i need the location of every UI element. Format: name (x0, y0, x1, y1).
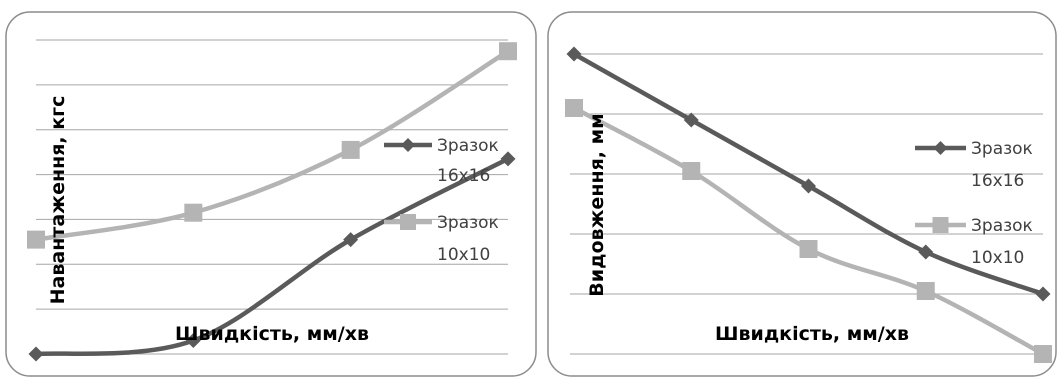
data-point-diamond (343, 232, 359, 248)
legend-label-line: Зразок (971, 216, 1033, 236)
data-point-diamond (918, 244, 934, 260)
legend-marker-square (400, 214, 416, 230)
legend-label-line: 16х16 (437, 166, 490, 186)
data-point-square (499, 42, 517, 61)
data-point-diamond (500, 151, 516, 167)
data-point-diamond (566, 46, 582, 62)
x-axis-label: Швидкість, мм/хв (175, 323, 369, 345)
series-group (565, 46, 1052, 363)
legend-label-line: Зразок (437, 213, 499, 233)
legend-label-line: 16х16 (971, 171, 1024, 191)
data-point-diamond (683, 112, 699, 128)
legend-label: Зразок 16х16 (437, 136, 499, 186)
legend-label-line: Зразок (437, 136, 499, 156)
legend: Зразок 16х16 Зразок 10х10 (384, 136, 499, 265)
gridlines (36, 39, 508, 355)
y-axis-label: Навантаження, кгс (47, 96, 69, 305)
legend-marker-diamond (933, 141, 948, 155)
data-point-square (916, 282, 935, 300)
data-point-diamond (185, 333, 201, 349)
legend-marker-diamond (401, 138, 415, 152)
chart-frame (547, 11, 1057, 377)
data-point-square (27, 230, 45, 249)
legend-label-line: Зразок (971, 139, 1033, 159)
series-line (35, 156, 510, 357)
data-point-square (682, 162, 701, 180)
series-group (27, 42, 517, 362)
data-point-diamond (28, 346, 44, 362)
x-axis-label: Швидкість, мм/хв (715, 323, 909, 345)
y-axis-label: Видовження, мм (586, 113, 608, 296)
data-point-square (799, 240, 818, 258)
data-point-square (1034, 345, 1052, 363)
data-point-square (565, 99, 583, 117)
data-point-diamond (1035, 286, 1051, 302)
chart-elongation-vs-speed: Зразок 16х16 Зразок 10х10 Швидкість, мм/хв В… (547, 11, 1057, 377)
gridlines (570, 53, 1043, 355)
data-point-square (184, 203, 203, 222)
legend-label-line: 10х10 (971, 248, 1024, 268)
legend-label: Зразок 16х16 (971, 139, 1033, 191)
legend-marker-square (932, 217, 949, 233)
series-line (35, 49, 510, 242)
chart-load-vs-speed: Зразок 16х16 Зразок 10х10 Швидкість, мм/хв Н… (5, 11, 537, 377)
data-point-square (341, 140, 360, 159)
legend: Зразок 16х16 Зразок 10х10 (915, 139, 1033, 268)
chart-frame (5, 11, 537, 377)
legend-label: Зразок 10х10 (437, 213, 499, 265)
legend-label-line: 10х10 (437, 245, 490, 265)
legend-label: Зразок 10х10 (971, 216, 1033, 268)
data-point-diamond (801, 178, 816, 194)
